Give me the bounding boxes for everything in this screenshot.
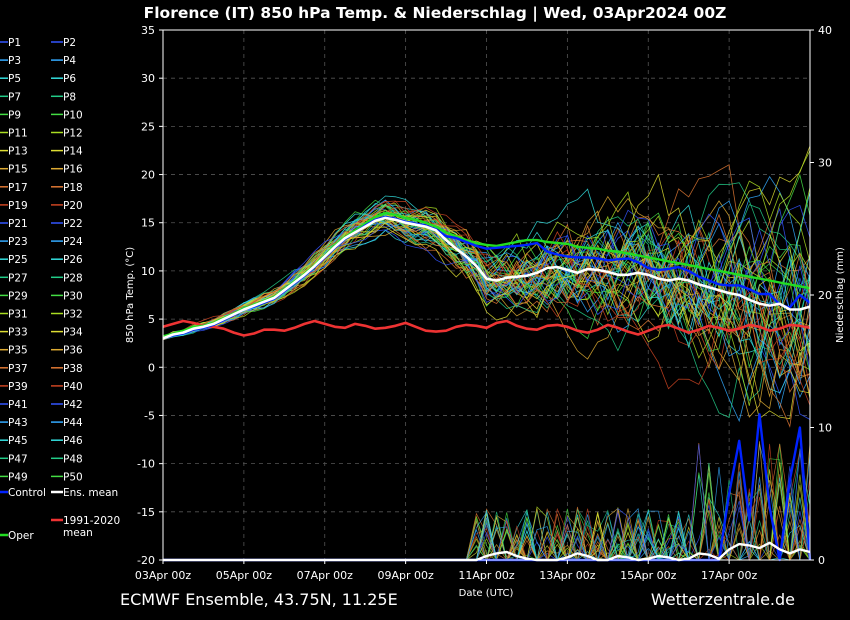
legend-label: Oper: [8, 530, 34, 542]
legend-label: P32: [63, 309, 83, 321]
chart-title: Florence (IT) 850 hPa Temp. & Niederschl…: [144, 4, 727, 23]
y-axis-ticks: -20 -15 -10 -5 0 5 10 15 20 25 30 35: [137, 24, 163, 567]
legend-label: P8: [63, 91, 76, 103]
legend-label: P48: [63, 453, 83, 465]
x-tick-label: 15Apr 00z: [620, 569, 677, 582]
legend-label: P34: [63, 327, 83, 339]
legend-label: P36: [63, 345, 83, 357]
y-tick-label: 0: [148, 361, 155, 374]
legend-label: P2: [63, 37, 76, 49]
legend-label: P22: [63, 218, 83, 230]
y2-tick-label: 40: [818, 24, 832, 37]
legend-label: P50: [63, 471, 83, 483]
y-tick-label: -5: [144, 409, 155, 422]
legend-label: P27: [8, 272, 28, 284]
legend-label: P15: [8, 164, 28, 176]
legend-label: P3: [8, 55, 21, 67]
legend-label: P14: [63, 146, 83, 158]
y-tick-label: 15: [141, 217, 155, 230]
legend-label: P30: [63, 290, 83, 302]
x-axis-ticks: 03Apr 00z 05Apr 00z 07Apr 00z 09Apr 00z 11Ap…: [135, 560, 758, 582]
legend-label: P38: [63, 363, 83, 375]
legend-label: P33: [8, 327, 28, 339]
legend-label: P47: [8, 453, 28, 465]
y-tick-label: -15: [137, 506, 155, 519]
legend-label: mean: [63, 527, 93, 539]
x-tick-label: 05Apr 00z: [216, 569, 273, 582]
legend-label: P19: [8, 200, 28, 212]
legend-label: Control: [8, 487, 46, 499]
legend-label: P35: [8, 345, 28, 357]
legend-label: P13: [8, 146, 28, 158]
y2-axis-ticks: 0 10 20 30 40: [810, 24, 832, 567]
y-axis-label: 850 hPa Temp. (°C): [125, 247, 136, 343]
legend-label: P1: [8, 37, 21, 49]
legend-label: P21: [8, 218, 28, 230]
y-tick-label: 20: [141, 169, 155, 182]
y-tick-label: 30: [141, 72, 155, 85]
legend-label: P37: [8, 363, 28, 375]
y-tick-label: -20: [137, 554, 155, 567]
legend-label: P28: [63, 272, 83, 284]
x-tick-label: 03Apr 00z: [135, 569, 192, 582]
y2-tick-label: 0: [818, 554, 825, 567]
member-temp-line: [162, 216, 811, 352]
legend-label: P42: [63, 399, 83, 411]
legend-label: P45: [8, 435, 28, 447]
y2-tick-label: 30: [818, 157, 832, 170]
legend-label: P41: [8, 399, 28, 411]
x-axis-label: Date (UTC): [459, 588, 514, 599]
legend-label: P4: [63, 55, 76, 67]
member-temp-line: [162, 220, 811, 385]
y2-tick-label: 20: [818, 289, 832, 302]
footer-source: ECMWF Ensemble, 43.75N, 11.25E: [120, 590, 398, 609]
y2-tick-label: 10: [818, 422, 832, 435]
legend-label: P17: [8, 182, 28, 194]
legend-label: P5: [8, 73, 21, 85]
legend-label: P44: [63, 417, 83, 429]
legend-label: P18: [63, 182, 83, 194]
legend-label: 1991-2020: [63, 515, 120, 527]
x-tick-label: 13Apr 00z: [539, 569, 596, 582]
legend-label: P10: [63, 109, 83, 121]
y-tick-label: 5: [148, 313, 155, 326]
legend-label: P11: [8, 128, 28, 140]
member-temp-line: [162, 173, 811, 358]
x-tick-label: 07Apr 00z: [297, 569, 354, 582]
legend-label: P40: [63, 381, 83, 393]
series-line-ens-mean: [162, 216, 811, 340]
x-tick-label: 11Apr 00z: [458, 569, 515, 582]
legend-label: P43: [8, 417, 28, 429]
member-temp-line: [162, 214, 811, 418]
member-temp-line: [162, 150, 811, 339]
legend-label: P20: [63, 200, 83, 212]
legend-label: P39: [8, 381, 28, 393]
y-tick-label: 10: [141, 265, 155, 278]
legend-label: Ens. mean: [63, 487, 118, 499]
legend: P1 P2 P3 P4 P5 P6 P7 P8 P9 P10 P11 P12 P13 P14 P15 P16 P…: [0, 37, 120, 542]
y-tick-label: -10: [137, 458, 155, 471]
y2-axis-label: Niederschlag (mm): [835, 247, 846, 343]
legend-label: P31: [8, 309, 28, 321]
y-tick-label: 25: [141, 120, 155, 133]
legend-label: P23: [8, 236, 28, 248]
x-tick-label: 17Apr 00z: [701, 569, 758, 582]
legend-label: P16: [63, 164, 83, 176]
legend-label: P12: [63, 128, 83, 140]
legend-label: P49: [8, 471, 28, 483]
y-tick-label: 35: [141, 24, 155, 37]
legend-label: P9: [8, 109, 21, 121]
legend-label: P46: [63, 435, 83, 447]
legend-label: P7: [8, 91, 21, 103]
legend-label: P26: [63, 254, 83, 266]
legend-label: P24: [63, 236, 83, 248]
footer-site: Wetterzentrale.de: [651, 590, 795, 609]
x-tick-label: 09Apr 00z: [377, 569, 434, 582]
legend-label: P25: [8, 254, 28, 266]
legend-label: P6: [63, 73, 76, 85]
member-temp-line: [162, 201, 811, 406]
series-line-1991-2020-mean: [162, 319, 811, 337]
legend-label: P29: [8, 290, 28, 302]
